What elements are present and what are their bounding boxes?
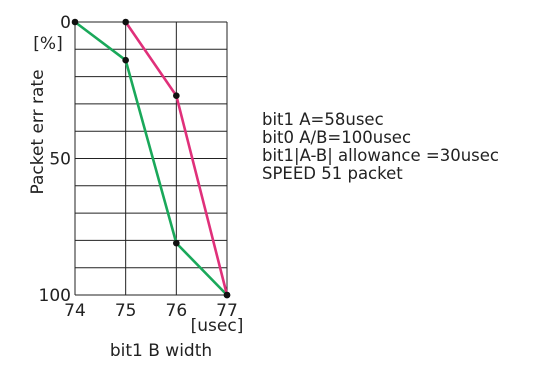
note-line: bit1|A-B| allowance =30usec (262, 146, 500, 165)
x-tick-label: 74 (64, 301, 86, 321)
y-axis-unit: [%] (33, 34, 62, 54)
x-tick-label: 76 (166, 301, 188, 321)
y-axis-label: Packet err rate (28, 69, 48, 194)
x-axis-label: bit1 B width (110, 341, 212, 361)
data-point-series-2 (223, 291, 231, 299)
x-tick-label: 75 (115, 301, 137, 321)
data-point-series-2 (173, 92, 180, 100)
chart-notes: bit1 A=58usec bit0 A/B=100usec bit1|A-B|… (262, 111, 499, 183)
y-tick-label: 0 (60, 13, 71, 33)
y-tick-label: 100 (39, 286, 71, 306)
data-point-series-2 (122, 18, 129, 26)
series-line-1 (74, 20, 228, 296)
data-point-series-1 (122, 56, 129, 64)
x-tick-label: 77 (216, 301, 238, 321)
y-tick-label: 50 (49, 150, 71, 170)
data-point-series-1 (71, 18, 79, 26)
note-line: bit0 A/B=100usec (262, 128, 412, 147)
chart-ticks: 74 75 76 77 0 50 100 (39, 13, 238, 321)
note-line: bit1 A=58usec (262, 110, 384, 129)
note-line: SPEED 51 packet (262, 164, 403, 183)
data-point-series-1 (173, 239, 180, 247)
chart-grid (74, 21, 228, 296)
x-axis-unit: [usec] (191, 316, 244, 336)
chart-series (71, 18, 231, 299)
